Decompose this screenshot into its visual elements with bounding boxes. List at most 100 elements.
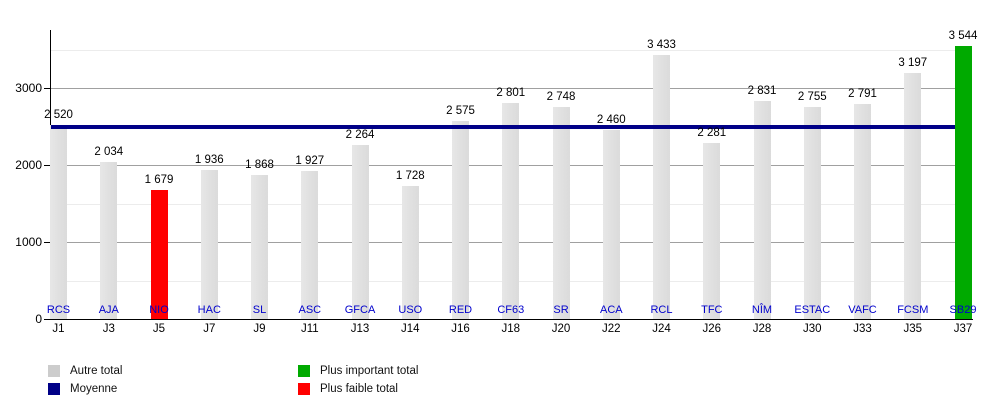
bar-value-label: 2 281	[697, 127, 727, 139]
gridline-minor	[51, 49, 972, 51]
bar-team-label: SL	[252, 304, 267, 316]
bar	[251, 175, 268, 319]
bar-team-label: AJA	[98, 304, 119, 316]
bar-value-label: 2 460	[596, 114, 626, 126]
y-axis-tick-label: 2000	[15, 158, 42, 172]
bar-team-label: ASC	[298, 304, 322, 316]
bar-team-label: SR	[553, 304, 569, 316]
bar-value-label: 2 831	[747, 85, 777, 97]
bar-team-label: NÎM	[751, 304, 773, 316]
bar-value-label: 3 433	[647, 39, 676, 51]
bar-team-label: FCSM	[897, 304, 929, 316]
y-axis-tick-label: 3000	[15, 81, 42, 95]
bar	[552, 107, 570, 319]
average-line	[51, 125, 972, 129]
x-axis-label: J5	[152, 323, 166, 335]
bar-value-label: 2 801	[496, 87, 526, 99]
bar-team-label: RED	[448, 304, 473, 316]
x-axis-label: J18	[501, 323, 521, 335]
bar	[351, 145, 369, 319]
x-axis-label: J11	[300, 323, 319, 335]
bar	[703, 143, 721, 319]
bar-team-label: RCS	[46, 304, 71, 316]
bar-team-label: SB29	[949, 304, 977, 316]
x-axis-label: J13	[350, 323, 370, 335]
bar-value-label: 2 034	[94, 146, 124, 158]
y-axis-tick-label: 0	[35, 312, 42, 326]
bar-value-label: 3 544	[948, 30, 978, 42]
legend-label: Autre total	[70, 365, 123, 377]
bar	[904, 73, 922, 319]
y-axis-tick	[44, 165, 50, 166]
x-axis-label: J1	[52, 323, 65, 335]
legend-label: Plus important total	[320, 365, 419, 377]
bar-value-label: 1 728	[395, 170, 425, 182]
legend-swatch-moyenne	[48, 383, 60, 395]
x-axis-label: J7	[203, 323, 216, 335]
bar-value-label: 2 575	[446, 105, 475, 117]
bar-team-label: GFCA	[344, 304, 376, 316]
bar	[954, 46, 972, 319]
bar	[653, 55, 670, 319]
bar	[50, 125, 67, 319]
x-axis-label: J20	[551, 323, 571, 335]
legend-swatch-plus-important-total	[298, 365, 310, 377]
bar-team-label: TFC	[701, 304, 723, 316]
x-axis-label: J14	[401, 323, 420, 335]
bar-value-label: 1 679	[144, 174, 174, 186]
bar-team-label: ACA	[599, 304, 623, 316]
bar-team-label: NIO	[149, 304, 169, 316]
x-axis-label: J35	[903, 323, 923, 335]
bar-value-label: 3 197	[898, 57, 928, 69]
y-axis-tick-label: 1000	[15, 235, 42, 249]
gridline-major	[51, 88, 972, 89]
legend-swatch-plus-faible-total	[298, 383, 310, 395]
bar	[200, 170, 218, 319]
bar-value-label: 2 748	[546, 91, 576, 103]
legend-item-moyenne: Moyenne	[48, 383, 117, 395]
bar-value-label: 2 520	[44, 109, 73, 121]
bar-team-label: RCL	[650, 304, 673, 316]
bar	[803, 107, 821, 319]
bar-value-label: 1 927	[295, 155, 325, 167]
x-axis-label: J3	[102, 323, 115, 335]
bar	[150, 190, 168, 319]
y-axis-tick	[44, 88, 50, 89]
bar	[602, 130, 620, 319]
bar	[452, 121, 469, 319]
x-axis-label: J33	[853, 323, 872, 335]
bar-team-label: ESTAC	[794, 304, 831, 316]
bar	[401, 186, 419, 319]
legend-label: Moyenne	[70, 383, 118, 395]
legend-item-plus-important-total: Plus important total	[298, 365, 418, 377]
x-axis-label: J24	[652, 323, 671, 335]
bar-team-label: CF63	[497, 304, 525, 316]
bar	[301, 171, 319, 319]
x-axis-label: J37	[953, 323, 973, 335]
bar-value-label: 2 791	[848, 88, 877, 100]
bar-value-label: 2 755	[797, 91, 827, 103]
x-axis-label: J30	[803, 323, 822, 335]
x-axis-label: J16	[451, 323, 470, 335]
legend-swatch-autre-total	[48, 365, 60, 377]
bar-team-label: HAC	[197, 304, 221, 316]
bar-team-label: USO	[398, 304, 423, 316]
bar	[100, 162, 118, 319]
bar-value-label: 2 264	[345, 129, 375, 141]
y-axis-tick	[44, 242, 50, 243]
legend-item-plus-faible-total: Plus faible total	[298, 383, 398, 395]
bar	[854, 104, 871, 319]
plot-area: 2 520 RCS J1 2 034 AJA J3 1 679 NIO J5 1 936 HAC J7…	[44, 30, 977, 335]
legend-label: Plus faible total	[320, 383, 398, 395]
legend: Autre total Moyenne Plus important total…	[0, 358, 1000, 400]
x-axis-label: J28	[752, 323, 772, 335]
bar-value-label: 1 936	[194, 154, 224, 166]
y-axis-tick	[44, 319, 50, 320]
x-axis-label: J22	[602, 323, 621, 335]
bar-team-label: VAFC	[848, 304, 877, 316]
legend-item-autre-total: Autre total	[48, 365, 122, 377]
x-axis-label: J9	[253, 323, 266, 335]
bar	[753, 101, 771, 319]
x-axis-label: J26	[702, 323, 722, 335]
